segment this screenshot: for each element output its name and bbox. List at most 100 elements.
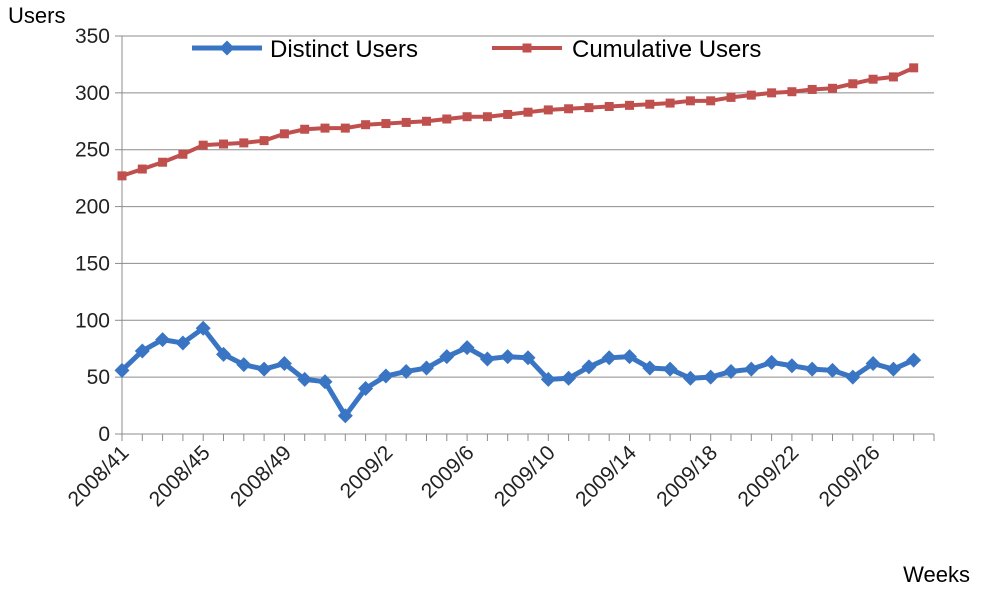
data-point-diamond [297,371,313,387]
data-point-square [462,112,472,122]
data-point-diamond [764,354,780,370]
data-point-diamond [134,343,150,359]
series-line [120,325,915,419]
series-cumulative-users [117,63,919,181]
x-axis-title: Weeks [903,562,970,587]
data-point-square [645,99,655,109]
data-point-diamond [500,349,516,365]
data-point-diamond [825,362,840,378]
y-tick-label: 50 [87,366,110,389]
data-point-square [685,96,695,106]
data-point-square [198,140,208,150]
data-point-diamond [378,368,394,384]
x-tick-label: 2009/26 [815,441,885,511]
data-point-diamond [337,408,353,424]
data-point-square [848,79,858,89]
x-tick-label: 2009/18 [652,441,722,511]
data-point-square [584,103,594,113]
data-point-square [726,92,736,102]
data-point-square [828,83,837,93]
data-point-square [909,63,919,73]
data-point-diamond [256,361,272,377]
y-tick-label: 0 [98,423,110,446]
data-point-square [259,136,269,146]
data-point-diamond [784,358,800,374]
x-tick-label: 2009/2 [336,441,398,503]
data-point-diamond [561,370,577,386]
data-point-diamond [175,335,191,351]
data-point-square [767,88,777,98]
data-point-square [320,123,330,133]
data-point-square [604,102,614,112]
data-point-square [787,87,797,97]
data-point-square [401,117,411,127]
data-point-diamond [703,369,719,385]
data-point-diamond [398,363,414,379]
series-distinct-users [114,320,922,424]
y-tick-label: 300 [75,82,110,105]
data-point-diamond [479,351,495,367]
data-point-square [665,98,675,108]
data-point-diamond [601,350,617,366]
data-point-square [625,100,634,110]
data-point-diamond [195,320,211,336]
data-point-square [543,105,553,115]
data-point-square [300,124,310,134]
legend-label: Distinct Users [270,36,418,63]
x-tick-label: 2009/14 [571,441,641,511]
y-tick-label: 150 [75,252,110,275]
legend-item: Distinct Users [192,36,418,63]
x-tick-label: 2008/49 [226,441,296,511]
data-point-square [706,96,716,106]
series-group [114,63,922,424]
data-point-diamond [682,370,698,386]
data-point-diamond [358,381,374,397]
data-point-diamond [906,352,922,368]
data-point-square [219,139,228,149]
data-point-diamond [419,360,434,376]
x-axis-ticks: 2008/41 2008/45 2008/49 2009/2 2009/6 2009/10… [64,434,935,511]
data-point-diamond [622,349,637,365]
data-point-diamond [219,40,235,56]
data-point-square [522,43,532,53]
data-point-square [239,138,249,148]
data-point-square [117,171,127,181]
data-point-diamond [216,346,231,362]
y-axis-title: Users [8,3,65,28]
data-point-diamond [276,355,292,371]
gridlines [122,35,934,378]
data-point-square [503,109,513,119]
data-point-diamond [804,361,820,377]
data-point-square [361,120,371,130]
data-point-square [381,119,391,129]
x-tick-label: 2009/22 [733,441,803,511]
x-tick-label: 2009/10 [490,441,560,511]
data-point-diamond [642,360,658,376]
data-point-diamond [885,361,901,377]
data-point-diamond [114,362,130,378]
data-point-diamond [723,363,739,379]
y-axis-ticks: 0 50 100 150 200 250 300 350 [75,25,122,446]
data-point-square [746,90,756,100]
data-point-square [442,114,452,124]
data-point-square [422,116,431,126]
legend-label: Cumulative Users [572,36,761,63]
y-tick-label: 100 [75,309,110,332]
data-point-square [807,84,817,94]
y-tick-label: 350 [75,25,110,48]
y-tick-label: 250 [75,139,110,162]
data-point-square [523,107,533,117]
data-point-diamond [845,369,861,385]
data-point-square [178,149,188,159]
x-tick-label: 2009/6 [417,441,479,503]
x-tick-label: 2008/41 [64,441,134,511]
data-point-diamond [865,355,881,371]
data-point-square [564,104,574,114]
data-point-diamond [662,361,678,377]
data-point-diamond [540,371,556,387]
legend: Distinct Users Cumulative Users [192,36,761,63]
data-point-diamond [317,374,333,390]
data-point-square [340,123,350,133]
data-point-diamond [743,361,759,377]
